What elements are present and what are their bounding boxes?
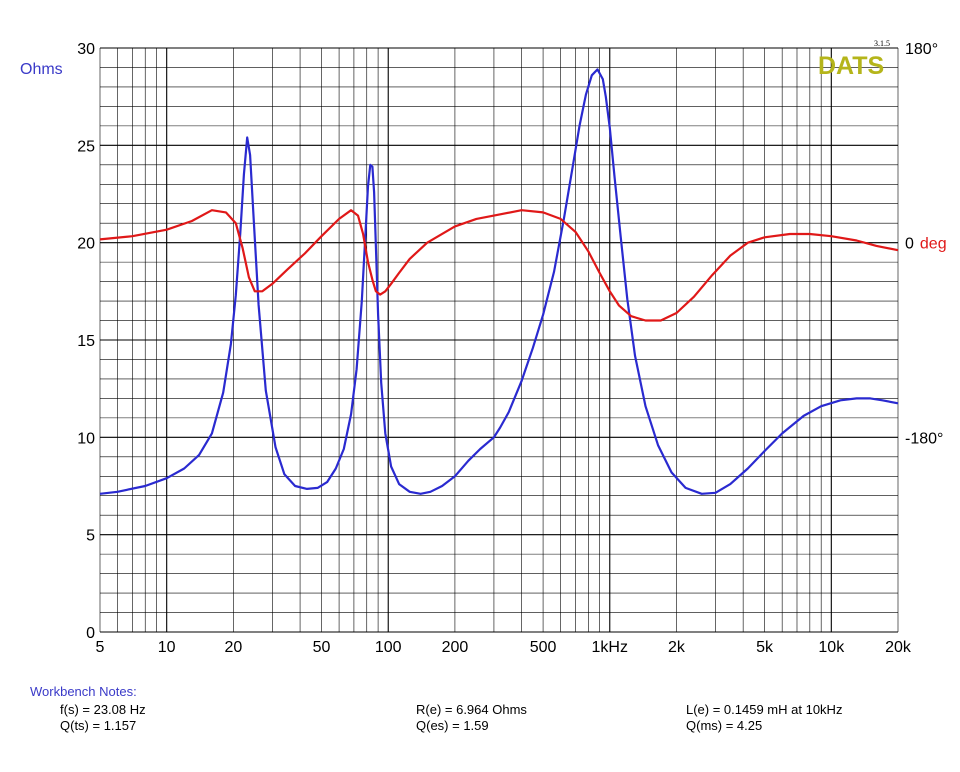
y-tick-label: 30 xyxy=(77,41,95,58)
impedance-phase-chart: 0 5 10 15 20 25 30 5 10 20 50 100 200 500 1kHz 2k 5k 10k 2… xyxy=(20,39,947,656)
note-qes: Q(es) = 1.59 xyxy=(416,718,489,733)
x-tick-label: 10 xyxy=(158,639,176,656)
x-tick-label: 50 xyxy=(313,639,331,656)
notes-title: Workbench Notes: xyxy=(30,684,137,699)
x-tick-label: 100 xyxy=(375,639,402,656)
x-tick-label: 2k xyxy=(668,639,686,656)
note-fs: f(s) = 23.08 Hz xyxy=(60,702,146,717)
series-layer xyxy=(99,68,899,495)
phase-curve xyxy=(99,209,899,322)
y-axis-label: Ohms xyxy=(20,61,63,78)
brand-version: 3.1.5 xyxy=(874,39,890,48)
y-tick-label: 15 xyxy=(77,333,95,350)
x-tick-label: 5 xyxy=(96,639,105,656)
x-tick-label: 500 xyxy=(530,639,557,656)
y-tick-label: 10 xyxy=(77,430,95,447)
grid xyxy=(99,47,899,633)
brand-logo: DATS xyxy=(818,52,884,80)
x-tick-label: 20 xyxy=(224,639,242,656)
impedance-curve xyxy=(99,68,899,495)
note-qms: Q(ms) = 4.25 xyxy=(686,718,763,733)
phase-tick-label: 180° xyxy=(905,41,938,58)
phase-unit-label: deg xyxy=(920,236,947,253)
x-tick-label: 10k xyxy=(818,639,845,656)
note-qts: Q(ts) = 1.157 xyxy=(60,718,137,733)
x-tick-label: 5k xyxy=(756,639,774,656)
x-tick-label: 1kHz xyxy=(592,639,628,656)
phase-tick-label: -180° xyxy=(905,430,943,447)
x-tick-label: 200 xyxy=(442,639,469,656)
y-tick-label: 20 xyxy=(77,236,95,253)
y-tick-label: 25 xyxy=(77,138,95,155)
note-re: R(e) = 6.964 Ohms xyxy=(416,702,527,717)
x-tick-label: 20k xyxy=(885,639,912,656)
y-tick-label: 0 xyxy=(86,625,95,642)
note-le: L(e) = 0.1459 mH at 10kHz xyxy=(686,702,843,717)
y-tick-label: 5 xyxy=(86,528,95,545)
phase-tick-label: 0 deg xyxy=(905,236,947,253)
